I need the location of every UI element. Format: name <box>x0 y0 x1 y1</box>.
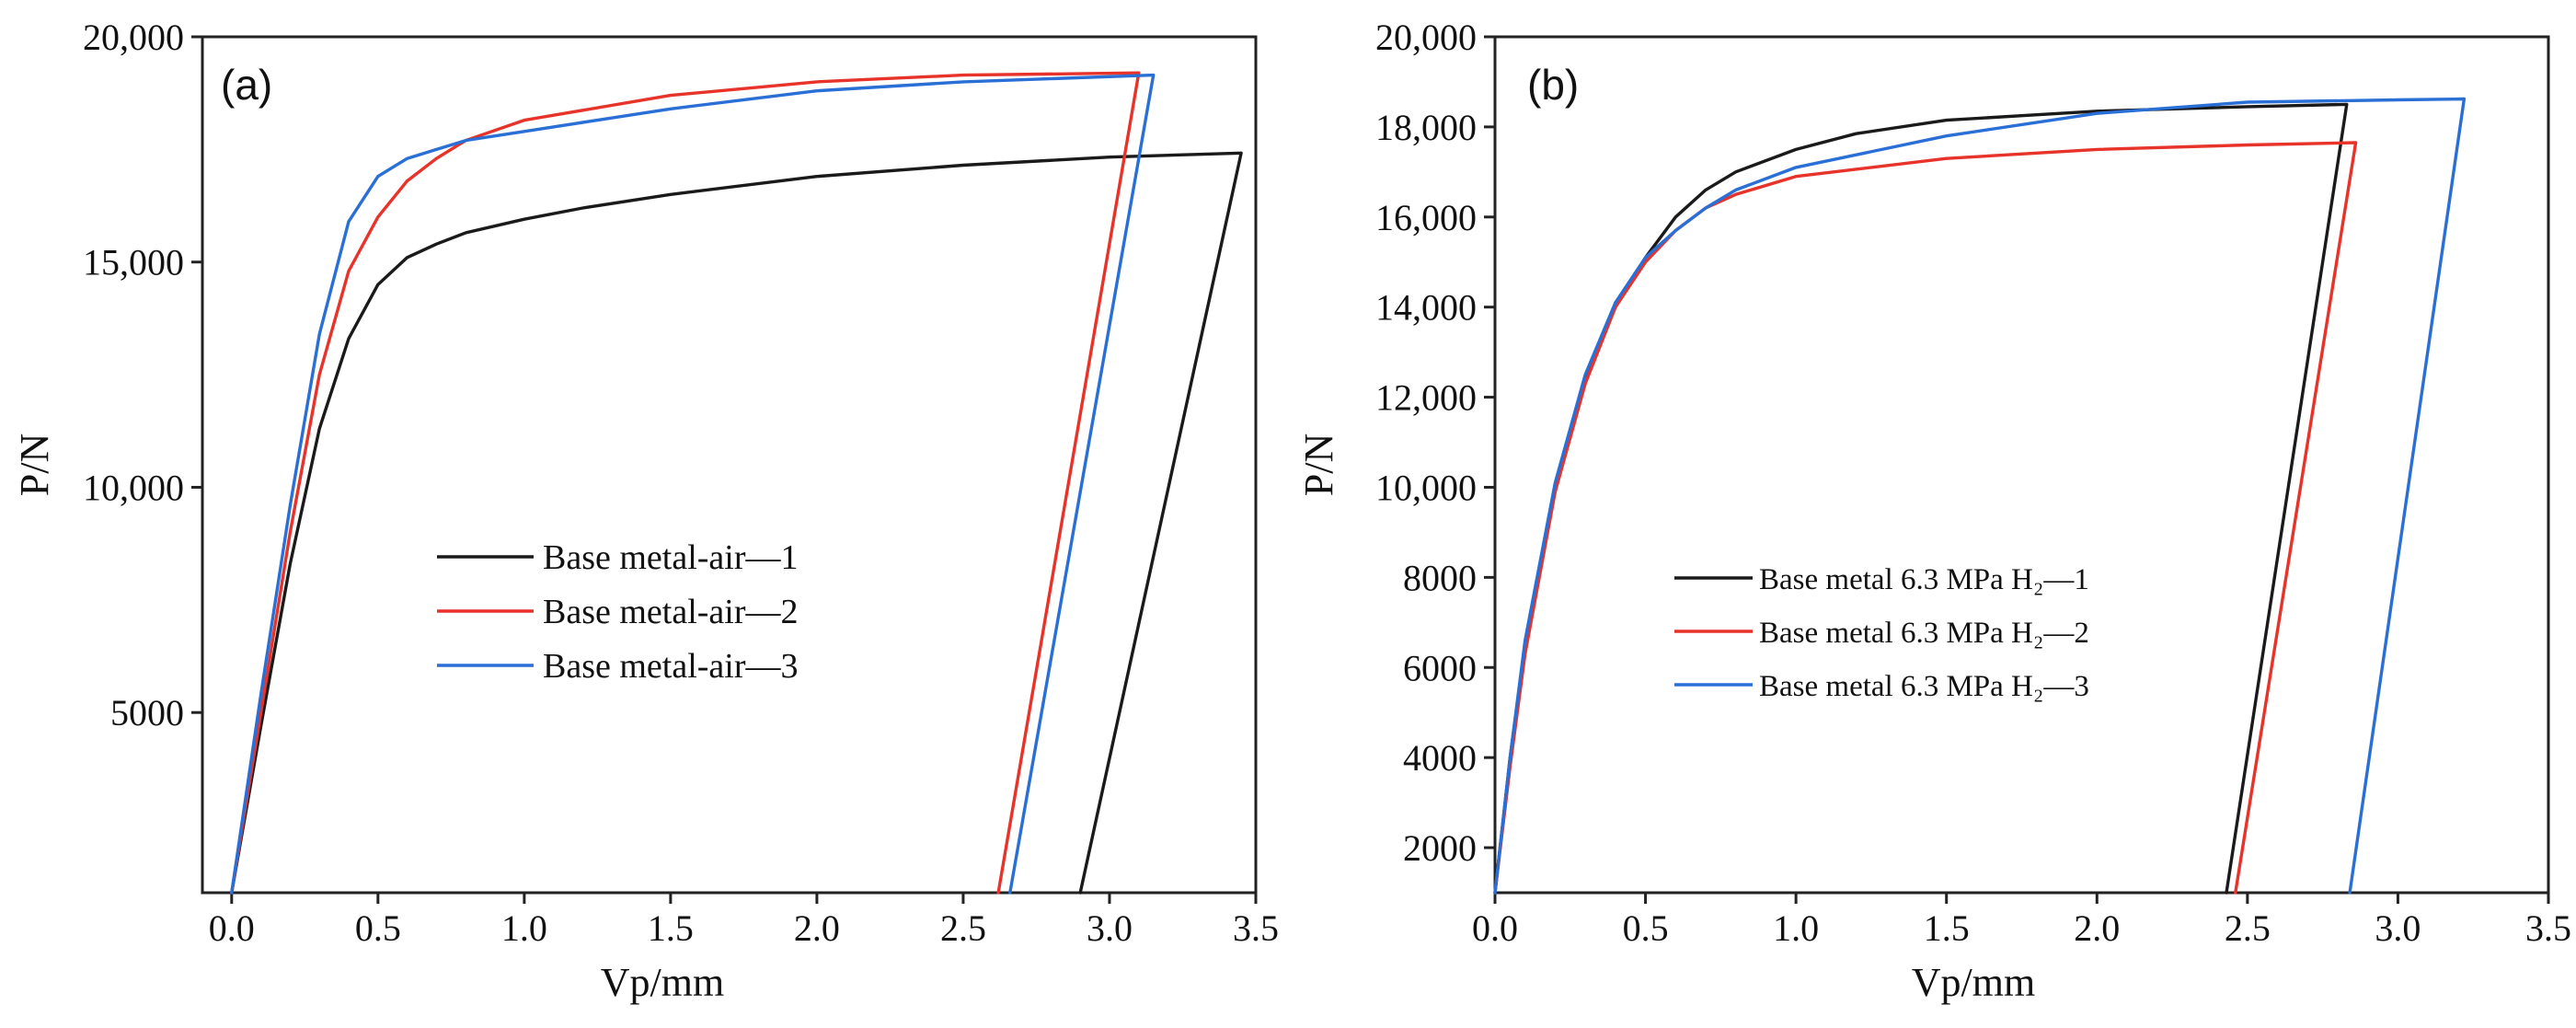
panel-b-series-1-line <box>1493 102 2349 895</box>
panel-b-chart: (b) Vp/mm P/N 0.0 0.5 1.0 1.5 2.0 2.5 3.0 3.5 20… <box>1296 17 2571 1005</box>
legend-a-3-label: Base metal-air—3 <box>543 647 799 686</box>
panel-a-x-tick-label: 0.0 <box>209 907 255 949</box>
panel-b-y-tick-label: 14,000 <box>1375 287 1477 329</box>
panel-b-x-tick-label: 1.5 <box>1924 907 1970 949</box>
panel-a-y-tick-label: 15,000 <box>83 242 184 283</box>
panel-b-y-tick-label: 2000 <box>1403 827 1477 869</box>
panel-b-x-axis-title: Vp/mm <box>1912 960 2035 1005</box>
panel-a-series-3-line <box>230 73 1156 895</box>
panel-b-y-tick-label: 20,000 <box>1375 17 1477 58</box>
panel-b-y-tick-label: 16,000 <box>1375 197 1477 238</box>
panel-b-y-tick-label: 12,000 <box>1375 377 1477 419</box>
panel-b-x-tick-label: 2.5 <box>2225 907 2271 949</box>
panel-a-y-tick-label: 5000 <box>110 692 184 733</box>
panel-a-plot-frame <box>201 35 1258 895</box>
panel-a-series-2-line <box>230 71 1141 895</box>
panel-b-x-tick-label: 3.5 <box>2525 907 2571 949</box>
panel-a-x-tick-label: 0.5 <box>355 907 401 949</box>
panel-b-x-tick-label: 1.0 <box>1773 907 1819 949</box>
panel-b-y-tick-label: 4000 <box>1403 737 1477 779</box>
panel-b-axes: 0.0 0.5 1.0 1.5 2.0 2.5 3.0 3.5 2000 4000 6000 8000… <box>1375 17 2571 949</box>
legend-a-2-label: Base metal-air—2 <box>543 593 799 631</box>
panel-b-y-tick-label: 18,000 <box>1375 107 1477 148</box>
panel-b-y-tick-label: 10,000 <box>1375 467 1477 508</box>
panel-b-y-tick-label: 6000 <box>1403 647 1477 688</box>
panel-a-chart: (a) Vp/mm P/N 0.0 0.5 1.0 1.5 2.0 2.5 3.0 3.5 50… <box>12 17 1279 1005</box>
panel-a-x-tick-label: 1.0 <box>501 907 547 949</box>
panel-a-legend: Base metal-air—1 Base metal-air—2 Base m… <box>437 538 799 686</box>
panel-b-label: (b) <box>1527 61 1579 109</box>
legend-b-1-label: Base metal 6.3 MPa H₂—1 <box>1759 563 2089 596</box>
panel-b-x-tick-label: 3.0 <box>2375 907 2421 949</box>
panel-a-x-tick-label: 1.5 <box>648 907 694 949</box>
panel-a-y-tick-label: 10,000 <box>83 467 184 508</box>
panel-a-x-tick-label: 2.5 <box>940 907 986 949</box>
panel-b-legend: Base metal 6.3 MPa H₂—1 Base metal 6.3 M… <box>1674 563 2089 703</box>
panel-a-x-axis-title: Vp/mm <box>601 960 724 1005</box>
panel-b-x-tick-label: 0.5 <box>1623 907 1669 949</box>
panel-b-y-tick-label: 8000 <box>1403 557 1477 598</box>
panel-b-series-2-line <box>1493 141 2358 895</box>
legend-b-2-label: Base metal 6.3 MPa H₂—2 <box>1759 617 2089 650</box>
panel-a-series <box>230 71 1243 895</box>
panel-a-label: (a) <box>221 61 272 109</box>
panel-a-x-tick-label: 3.5 <box>1233 907 1279 949</box>
panel-a-x-tick-label: 3.0 <box>1087 907 1133 949</box>
panel-a-series-1-line <box>230 151 1243 895</box>
panel-b-plot-frame <box>1493 35 2550 895</box>
panel-a-x-tick-label: 2.0 <box>794 907 840 949</box>
legend-a-1-label: Base metal-air—1 <box>543 538 799 577</box>
panel-a-axes: 0.0 0.5 1.0 1.5 2.0 2.5 3.0 3.5 5000 10,000 15,000… <box>83 17 1279 949</box>
panel-a-y-tick-label: 20,000 <box>83 17 184 58</box>
legend-b-3-label: Base metal 6.3 MPa H₂—3 <box>1759 670 2089 703</box>
panel-b-x-tick-label: 2.0 <box>2074 907 2120 949</box>
panel-b-series-3-line <box>1493 97 2467 895</box>
panel-b-x-tick-label: 0.0 <box>1472 907 1518 949</box>
panel-b-series <box>1493 97 2467 895</box>
panel-b-y-axis-title: P/N <box>1296 433 1341 496</box>
panel-a-y-axis-title: P/N <box>12 433 57 496</box>
